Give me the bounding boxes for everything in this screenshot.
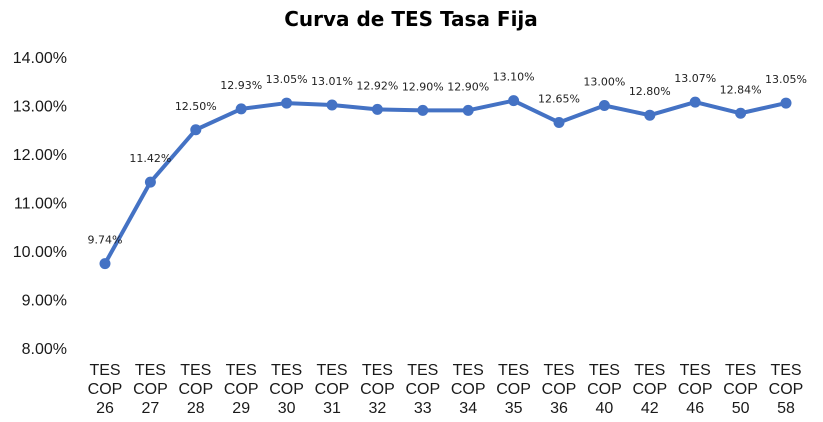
x-tick-label: COP (632, 381, 667, 398)
x-tick-label: TES (543, 362, 574, 379)
x-tick-label: 26 (96, 400, 114, 417)
data-point (235, 103, 247, 115)
x-tick-label: COP (360, 381, 395, 398)
x-tick-label: 30 (278, 400, 296, 417)
x-tick-label: COP (769, 381, 804, 398)
x-tick-label: TES (226, 362, 257, 379)
x-tick-label: TES (316, 362, 347, 379)
data-point (689, 96, 701, 108)
x-tick-label: 40 (596, 400, 614, 417)
data-label: 12.84% (720, 83, 762, 96)
data-label: 13.10% (493, 71, 535, 84)
data-label: 13.00% (583, 76, 625, 89)
x-tick-label: 27 (142, 400, 160, 417)
data-point (99, 258, 111, 270)
x-tick-label: COP (496, 381, 531, 398)
data-label: 11.42% (129, 152, 171, 165)
x-tick-label: COP (178, 381, 213, 398)
x-tick-label: COP (405, 381, 440, 398)
x-tick-label: 34 (459, 400, 477, 417)
x-tick-label: COP (723, 381, 758, 398)
x-tick-label: COP (269, 381, 304, 398)
data-label: 12.50% (175, 100, 217, 113)
y-tick-label: 10.00% (13, 244, 67, 261)
data-label: 12.90% (447, 80, 489, 93)
x-tick-label: 50 (732, 400, 750, 417)
y-tick-label: 9.00% (22, 293, 67, 310)
data-point (508, 95, 520, 107)
x-tick-label: 36 (550, 400, 568, 417)
data-point (281, 97, 293, 109)
x-tick-label: COP (587, 381, 622, 398)
x-tick-label: TES (725, 362, 756, 379)
data-point (144, 176, 156, 188)
data-label: 13.07% (674, 72, 716, 85)
x-tick-label: 46 (686, 400, 704, 417)
x-tick-label: 35 (505, 400, 523, 417)
x-tick-label: TES (453, 362, 484, 379)
data-label: 12.80% (629, 85, 671, 98)
x-tick-label: TES (407, 362, 438, 379)
x-tick-label: 33 (414, 400, 432, 417)
x-tick-label: 29 (232, 400, 250, 417)
data-label: 13.01% (311, 75, 353, 88)
series-line (103, 98, 788, 266)
x-tick-label: TES (135, 362, 166, 379)
chart-title: Curva de TES Tasa Fija (284, 7, 538, 31)
data-label: 12.65% (538, 92, 580, 105)
x-tick-label: TES (180, 362, 211, 379)
y-tick-label: 14.00% (13, 50, 67, 67)
x-tick-label: COP (88, 381, 123, 398)
x-tick-label: COP (451, 381, 486, 398)
x-tick-label: COP (542, 381, 577, 398)
x-tick-label: TES (634, 362, 665, 379)
y-tick-label: 8.00% (22, 341, 67, 358)
x-tick-label: 42 (641, 400, 659, 417)
x-tick-label: COP (315, 381, 350, 398)
data-point (553, 116, 565, 128)
data-label: 12.92% (356, 79, 398, 92)
x-tick-label: TES (680, 362, 711, 379)
data-labels: 9.74%11.42%12.50%12.93% 13.05% 13.01% 12.92… (88, 71, 807, 247)
x-tick-label: TES (498, 362, 529, 379)
data-label: 9.74% (88, 234, 123, 247)
x-tick-label: TES (770, 362, 801, 379)
y-tick-label: 12.00% (13, 147, 67, 164)
data-label: 13.05% (765, 73, 807, 86)
data-point (326, 99, 338, 111)
y-tick-label: 11.00% (14, 196, 67, 213)
data-point (598, 100, 610, 111)
data-label: 12.93% (220, 79, 262, 92)
x-tick-label: 28 (187, 400, 205, 417)
x-tick-label: TES (89, 362, 120, 379)
data-label: 13.05% (266, 73, 308, 86)
data-label: 12.90% (402, 80, 444, 93)
y-tick-label: 13.00% (13, 99, 67, 116)
data-point (462, 104, 474, 116)
x-tick-label: COP (224, 381, 259, 398)
x-tick-label: TES (271, 362, 302, 379)
data-points (99, 95, 792, 270)
data-point (644, 109, 656, 121)
data-point (190, 124, 202, 136)
data-point (417, 104, 429, 116)
x-tick-label: COP (678, 381, 713, 398)
x-tick-label: 58 (777, 400, 795, 417)
y-axis: 8.00% 9.00% 10.00% 11.00% 12.00% 13.00% 14.00% (13, 50, 67, 358)
data-point (780, 97, 792, 109)
x-tick-label: 32 (369, 400, 387, 417)
x-tick-label: TES (362, 362, 393, 379)
data-point (371, 103, 383, 115)
x-tick-label: COP (133, 381, 168, 398)
x-axis: TES COP 26 TES COP 27 TES COP 28 TES COP 29 TES COP 30… (88, 362, 804, 417)
data-point (735, 107, 747, 119)
x-tick-label: 31 (323, 400, 341, 417)
x-tick-label: TES (589, 362, 620, 379)
